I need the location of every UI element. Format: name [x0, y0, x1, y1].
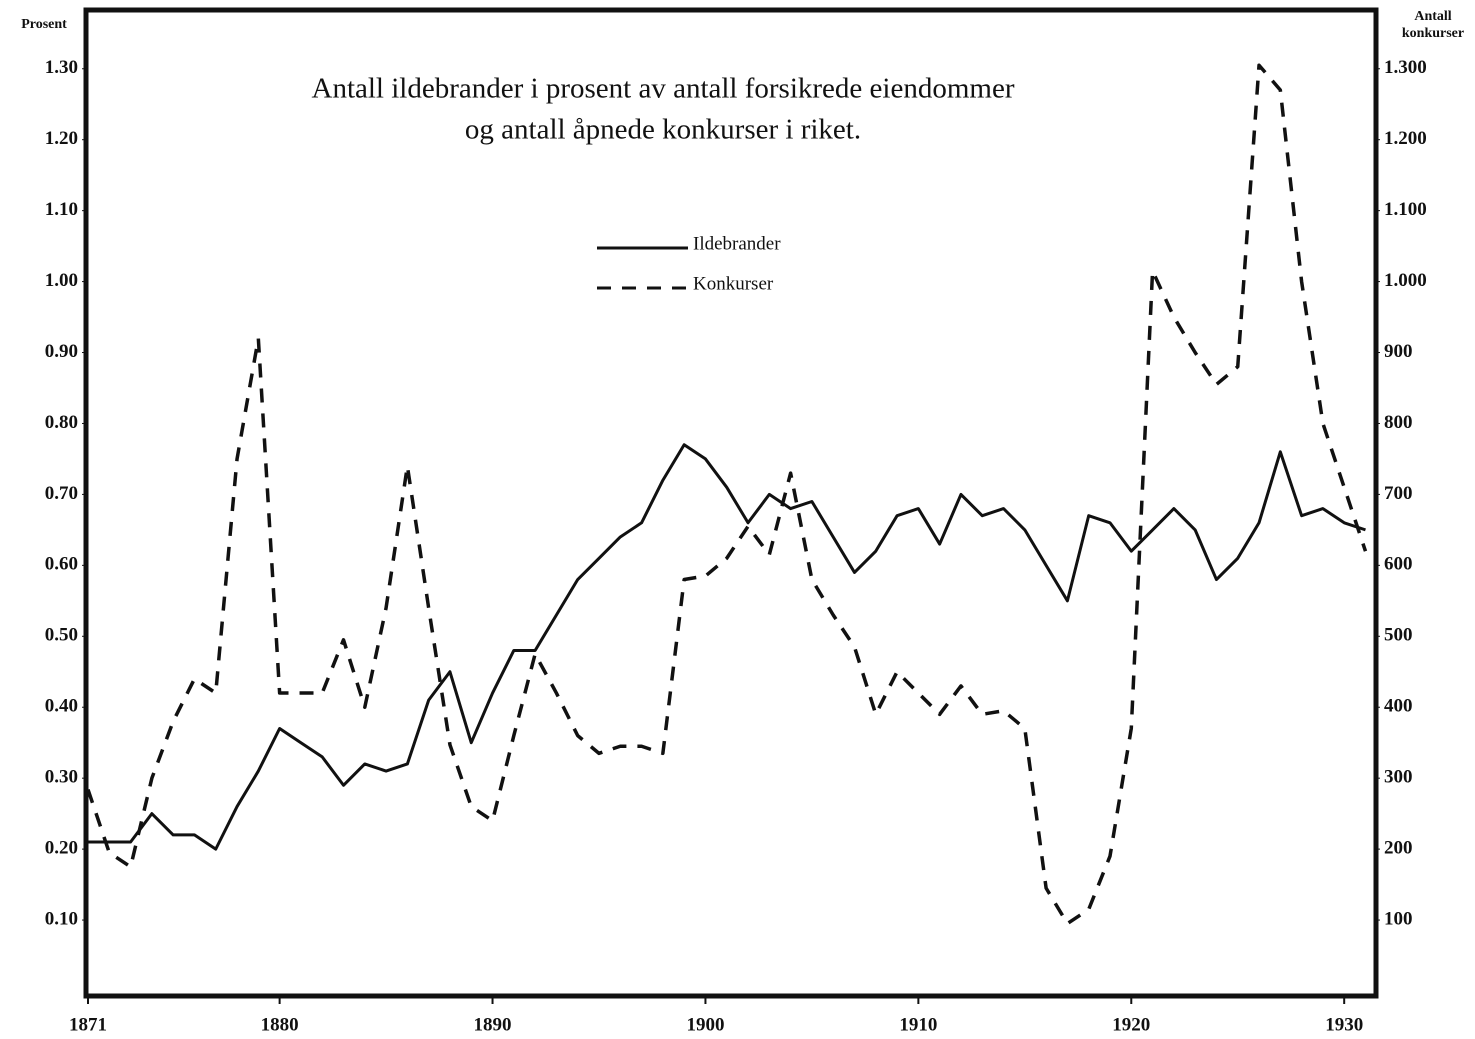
y-tick-label: 0.40 [45, 696, 78, 717]
x-tick-label: 1930 [1325, 1014, 1363, 1035]
chart-title: og antall åpnede konkurser i riket. [465, 114, 861, 146]
y2-tick-label: 500 [1384, 625, 1413, 646]
y-tick-label: 0.10 [45, 908, 78, 929]
y2-tick-label: 1.300 [1384, 57, 1427, 78]
y2-tick-label: 1.100 [1384, 199, 1427, 220]
x-tick-label: 1900 [686, 1014, 724, 1035]
data-line [88, 443, 1366, 851]
y-tick-label: 0.30 [45, 767, 78, 788]
y2-tick-label: 100 [1384, 908, 1413, 929]
y-axis-label: Prosent [21, 17, 67, 32]
legend-label: Ildebrander [693, 233, 781, 254]
x-tick-label: 1910 [899, 1014, 937, 1035]
legend-label: Konkurser [693, 273, 774, 294]
y2-tick-label: 300 [1384, 767, 1413, 788]
x-tick-label: 1880 [261, 1014, 299, 1035]
y-tick-label: 0.60 [45, 554, 78, 575]
y-tick-label: 0.50 [45, 625, 78, 646]
x-tick-label: 1871 [69, 1014, 107, 1035]
y2-tick-label: 1.000 [1384, 270, 1427, 291]
y-tick-label: 1.30 [45, 57, 78, 78]
y-tick-label: 0.90 [45, 341, 78, 362]
x-tick-label: 1920 [1112, 1014, 1150, 1035]
y-tick-label: 0.80 [45, 412, 78, 433]
y2-tick-label: 800 [1384, 412, 1413, 433]
data-line [86, 63, 1368, 926]
y2-tick-label: 700 [1384, 483, 1413, 504]
y-tick-label: 1.20 [45, 128, 78, 149]
y2-tick-label: 1.200 [1384, 128, 1427, 149]
y-tick-label: 1.10 [45, 199, 78, 220]
y2-axis-label: Antall konkurser [1401, 9, 1465, 41]
y2-tick-label: 400 [1384, 696, 1413, 717]
chart-title: Antall ildebrander i prosent av antall f… [312, 73, 1015, 105]
plot-frame [83, 7, 1379, 999]
y2-tick-label: 600 [1384, 554, 1413, 575]
y2-tick-label: 900 [1384, 341, 1413, 362]
y2-tick-label: 200 [1384, 837, 1413, 858]
y-tick-label: 0.70 [45, 483, 78, 504]
y-tick-label: 1.00 [45, 270, 78, 291]
x-tick-label: 1890 [474, 1014, 512, 1035]
y-tick-label: 0.20 [45, 837, 78, 858]
